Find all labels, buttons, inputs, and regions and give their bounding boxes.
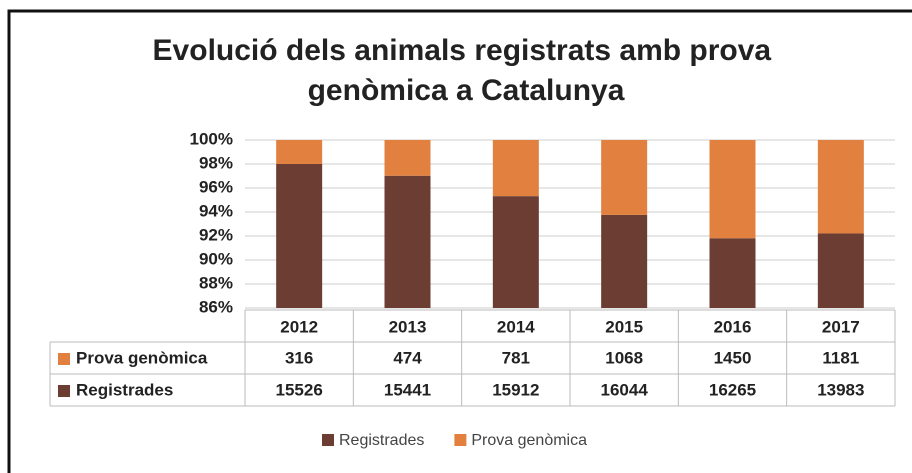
y-tick-label: 86% [199, 297, 233, 316]
y-tick-label: 96% [199, 177, 233, 196]
table-cell: 1068 [605, 348, 643, 367]
bar [276, 140, 323, 164]
y-tick-label: 92% [199, 225, 233, 244]
table-cell: 15441 [384, 380, 431, 399]
bar [384, 175, 431, 308]
frame [7, 9, 912, 473]
bar [709, 140, 756, 239]
bar [601, 214, 648, 308]
table-cell: 16265 [709, 380, 756, 399]
y-tick-label: 94% [199, 201, 233, 220]
x-tick-label: 2017 [822, 317, 860, 336]
table-legend-key [58, 385, 70, 397]
bar [601, 140, 648, 215]
table-row-label: Prova genòmica [76, 348, 208, 367]
table-cell: 1450 [714, 348, 752, 367]
x-tick-label: 2014 [497, 317, 535, 336]
x-tick-label: 2016 [714, 317, 752, 336]
legend-label: Prova genòmica [471, 432, 587, 449]
y-tick-label: 90% [199, 249, 233, 268]
bar [492, 196, 539, 308]
bar [817, 233, 864, 308]
table-cell: 1181 [822, 348, 859, 367]
table-cell: 13983 [817, 380, 864, 399]
table-cell: 15912 [492, 380, 539, 399]
chart-title: Evolució dels animals registrats amb pro… [153, 34, 780, 107]
bar [384, 140, 431, 176]
table-cell: 316 [285, 348, 313, 367]
bar [709, 238, 756, 308]
legend-key [322, 434, 334, 446]
x-tick-label: 2012 [280, 317, 318, 336]
bar [492, 140, 539, 197]
y-tick-label: 98% [199, 153, 233, 172]
bar [817, 140, 864, 234]
bar [276, 163, 323, 308]
legend-key [454, 434, 467, 446]
table-cell: 474 [393, 348, 422, 367]
table-legend-key [58, 353, 70, 365]
table-cell: 15526 [276, 380, 323, 399]
y-tick-label: 100% [190, 129, 233, 148]
table-cell: 16044 [601, 380, 649, 399]
x-tick-label: 2013 [389, 317, 427, 336]
x-tick-label: 2015 [605, 317, 643, 336]
table-row-label: Registrades [76, 380, 173, 399]
table-cell: 781 [502, 348, 530, 367]
legend-label: Registrades [339, 432, 424, 449]
y-tick-label: 88% [199, 273, 233, 292]
